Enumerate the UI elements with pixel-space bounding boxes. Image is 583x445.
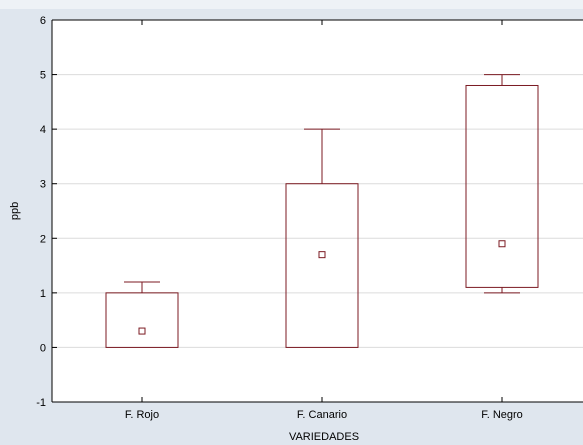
x-axis-ticks: F. Rojo F. Canario F. Negro xyxy=(125,20,523,421)
window-top-strip xyxy=(0,0,583,9)
y-tick-label: 5 xyxy=(40,70,46,82)
y-tick-label: 4 xyxy=(40,124,46,136)
boxes-layer xyxy=(105,74,539,348)
x-tick-label: F. Canario xyxy=(297,409,347,421)
median-marker xyxy=(138,327,146,335)
y-tick-label: 3 xyxy=(40,179,46,191)
box xyxy=(105,292,179,348)
x-axis-title: VARIEDADES xyxy=(289,431,359,443)
x-tick-label: F. Negro xyxy=(481,409,523,421)
y-tick-label: 0 xyxy=(40,342,46,354)
y-tick-label: 1 xyxy=(40,288,46,300)
y-axis-ticks: -1 0 1 2 3 4 5 6 xyxy=(36,15,57,409)
plot-area xyxy=(52,20,583,402)
box xyxy=(285,183,359,348)
median-marker xyxy=(318,251,326,259)
y-tick-label: 2 xyxy=(40,233,46,245)
box xyxy=(465,84,539,288)
y-tick-label: -1 xyxy=(36,397,46,409)
y-tick-label: 6 xyxy=(40,15,46,27)
y-axis-title: ppb xyxy=(9,202,21,220)
median-marker xyxy=(498,240,506,248)
x-tick-label: F. Rojo xyxy=(125,409,159,421)
